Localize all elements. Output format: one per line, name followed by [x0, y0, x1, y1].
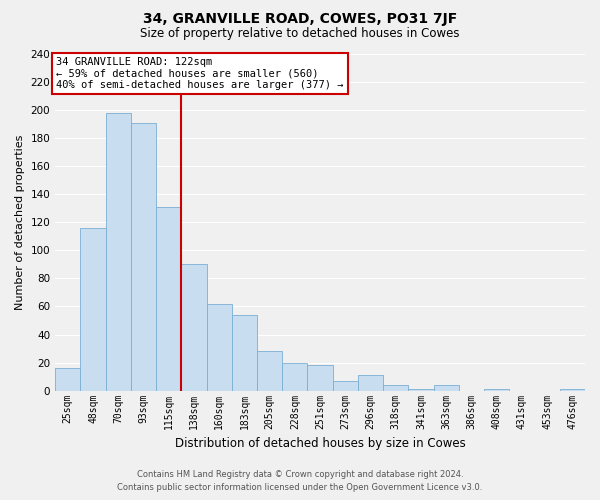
- Bar: [484, 389, 509, 390]
- Bar: [383, 385, 409, 390]
- Text: 34, GRANVILLE ROAD, COWES, PO31 7JF: 34, GRANVILLE ROAD, COWES, PO31 7JF: [143, 12, 457, 26]
- Text: 34 GRANVILLE ROAD: 122sqm
← 59% of detached houses are smaller (560)
40% of semi: 34 GRANVILLE ROAD: 122sqm ← 59% of detac…: [56, 57, 344, 90]
- Bar: [206, 304, 232, 390]
- Bar: [80, 228, 106, 390]
- Bar: [55, 368, 80, 390]
- Bar: [282, 362, 307, 390]
- Y-axis label: Number of detached properties: Number of detached properties: [15, 134, 25, 310]
- Bar: [257, 352, 282, 391]
- Bar: [156, 207, 181, 390]
- Text: Contains HM Land Registry data © Crown copyright and database right 2024.
Contai: Contains HM Land Registry data © Crown c…: [118, 470, 482, 492]
- Bar: [131, 122, 156, 390]
- X-axis label: Distribution of detached houses by size in Cowes: Distribution of detached houses by size …: [175, 437, 466, 450]
- Bar: [434, 385, 459, 390]
- Bar: [560, 389, 585, 390]
- Bar: [181, 264, 206, 390]
- Bar: [106, 113, 131, 390]
- Bar: [232, 315, 257, 390]
- Bar: [332, 381, 358, 390]
- Bar: [409, 389, 434, 390]
- Bar: [307, 366, 332, 390]
- Text: Size of property relative to detached houses in Cowes: Size of property relative to detached ho…: [140, 28, 460, 40]
- Bar: [358, 375, 383, 390]
